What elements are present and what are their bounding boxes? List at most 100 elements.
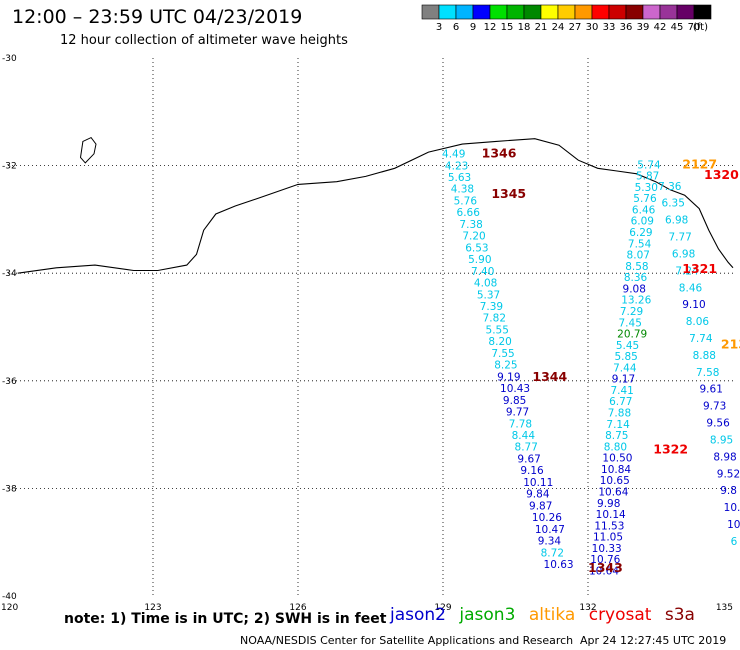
wave-height-value: 6.09 [631,216,654,228]
wave-height-value: 8.06 [686,316,710,328]
wave-height-value: 5.30 [635,182,658,194]
pass-number-label: 1343 [588,560,623,575]
wave-height-value: 10.14 [596,509,626,521]
colorbar-swatch [591,4,610,20]
australia-coastline [17,138,734,274]
colorbar-tick-label: 21 [535,22,548,33]
lon-tick-label: 123 [144,603,161,613]
wave-height-value: 6.98 [665,215,688,227]
wave-height-value: 8.75 [605,430,628,442]
colorbar-swatch [438,4,457,20]
wave-height-value: 6.29 [629,227,652,239]
wave-height-value: 9.98 [597,498,620,510]
wave-height-value: 8.25 [494,360,517,372]
wave-height-value: 7.14 [606,419,630,431]
wave-height-value: 7.58 [696,367,719,379]
wave-height-value: 8.58 [625,261,648,273]
pass-number-label: 213 [721,337,740,352]
wave-height-value: 6.98 [672,248,695,260]
wave-height-value: 9.56 [706,418,730,430]
wave-height-value: 8.46 [679,282,703,294]
wave-height-value: 8.88 [693,350,716,362]
wave-height-value: 7.36 [658,181,682,193]
wave-height-value: 10.11 [523,477,553,489]
colorbar-swatch [659,4,678,20]
wave-height-value: 9.34 [538,536,562,548]
wave-height-value: 11.05 [593,532,623,544]
wave-height-value: 7.77 [668,232,691,244]
wave-height-value: 6.46 [632,204,656,216]
legend-cryosat: cryosat [588,605,652,625]
wave-height-value: 8.77 [515,442,538,454]
wave-height-value: 7.20 [462,231,485,243]
legend-altika: altika [528,605,576,625]
wave-height-value: 4.38 [451,184,474,196]
wave-height-value: 7.40 [471,266,494,278]
wave-height-value: 9.19 [497,371,520,383]
wave-height-value: 4.08 [474,278,497,290]
wave-height-value: 7.54 [628,238,652,250]
wave-height-value: 4.49 [442,149,465,161]
wave-height-value: 10.43 [500,383,530,395]
wave-height-value: 10.26 [532,512,562,524]
colorbar-swatch [421,4,440,20]
pass-number-label: 1322 [653,441,688,456]
legend-s3a: s3a [664,605,695,625]
wave-height-value: 7.41 [610,385,633,397]
colorbar-tick-label: 27 [569,22,582,33]
wave-height-value: 9.87 [529,500,552,512]
wave-height-value: 10.63 [544,559,574,571]
lat-tick-label: -36 [2,377,17,387]
wave-height-value: 9.85 [503,395,526,407]
wave-height-value: 7.44 [613,362,637,374]
colorbar-swatch [642,4,661,20]
wave-height-value: 9.52 [717,468,740,480]
colorbar-swatch [625,4,644,20]
pass-number-label: 1346 [482,146,517,161]
map-subtitle: 12 hour collection of altimeter wave hei… [60,33,348,48]
wave-height-value: 10.64 [598,486,628,498]
wave-height-value: 6.35 [662,198,685,210]
colorbar-tick-label: 39 [637,22,650,33]
colorbar-tick-label: 15 [501,22,514,33]
wave-height-value: 5.76 [454,195,478,207]
wave-height-value: 9.08 [623,283,646,295]
wave-height-value: 10.64 [589,565,619,577]
wave-height-value: 10.76 [590,554,620,566]
wave-height-value: 7.45 [619,317,642,329]
legend-jason3: jason3 [459,605,516,625]
wave-height-value: 6.53 [465,242,488,254]
colorbar-tick-label: 33 [603,22,616,33]
wave-height-value: 5.76 [633,193,657,205]
wave-height-value: 7.74 [689,333,713,345]
satellite-legend: jason2 jason3 altika cryosat s3a [390,605,703,625]
lat-tick-label: -32 [2,162,17,172]
colorbar-swatch [676,4,695,20]
wave-height-value: 20.79 [617,329,647,341]
colorbar-swatch [557,4,576,20]
wave-height-value: 7.39 [480,301,503,313]
wave-height-value: 9.10 [682,299,705,311]
pass-number-label: 1321 [682,261,717,276]
colorbar-tick-label: 3 [436,22,442,33]
wave-height-value: 8.07 [627,250,650,262]
colorbar-tick-label: 30 [586,22,599,33]
wave-height-value: 8.36 [624,272,648,284]
wave-height-value: 11.53 [594,520,624,532]
wave-height-value: 9.16 [520,465,544,477]
wave-height-value: 5.55 [486,324,509,336]
wave-height-value: 10.84 [601,464,631,476]
wave-height-value: 10.33 [592,543,622,555]
colorbar-tick-label: 6 [453,22,459,33]
pass-number-label: 1345 [491,186,526,201]
wave-height-value: 13.26 [621,295,651,307]
colorbar-swatch [540,4,559,20]
wave-height-value: 4.23 [445,160,468,172]
wave-height-value: 6.66 [457,207,481,219]
colorbar-swatch [506,4,525,20]
lon-tick-label: 126 [289,603,306,613]
colorbar-swatch [574,4,593,20]
